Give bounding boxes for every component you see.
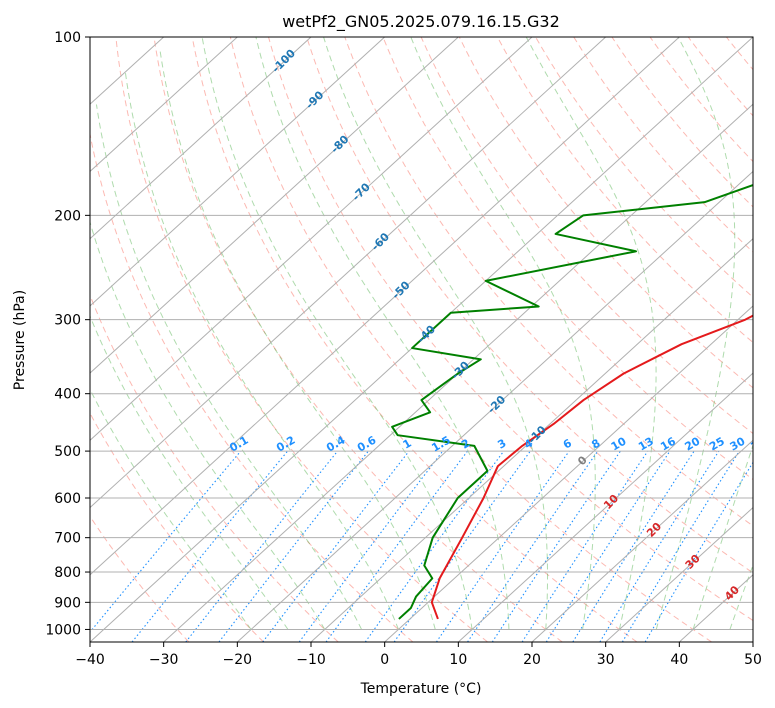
isotherm-line — [90, 37, 680, 576]
mixing-ratio-line — [185, 450, 338, 642]
moist-adiabat-line — [410, 37, 596, 630]
moist-adiabat-line — [323, 37, 549, 630]
isotherms — [90, 37, 753, 642]
x-tick-label: 40 — [670, 652, 688, 668]
temperature-profile-line — [430, 314, 753, 620]
x-tick-label: −30 — [149, 652, 179, 668]
moist-adiabat-line — [525, 37, 657, 630]
pressure-gridlines — [90, 37, 753, 630]
chart-title: wetPf2_GN05.2025.079.16.15.G32 — [282, 12, 560, 32]
y-axis-title: Pressure (hPa) — [12, 290, 28, 390]
y-tick-label: 200 — [54, 208, 81, 224]
mixing-ratio-line — [298, 450, 444, 642]
moist-adiabat-line — [692, 443, 753, 630]
x-axis-title: Temperature (°C) — [360, 681, 482, 697]
y-tick-label: 900 — [54, 595, 81, 611]
moist-adiabat-line — [124, 72, 399, 630]
dry-adiabat-line — [90, 412, 264, 642]
mixing-ratio-line — [90, 450, 242, 633]
isotherm-line — [236, 170, 753, 642]
mixing-ratio-line — [545, 450, 671, 642]
dry-adiabat-line — [153, 37, 563, 642]
profile-lines — [391, 184, 753, 620]
dry-adiabat-line — [268, 37, 753, 622]
mixing-ratio-line — [435, 450, 570, 642]
dry-adiabat-line — [496, 37, 753, 344]
y-axis: 100 200 300 400 500 600 700 800 900 1000 — [45, 30, 90, 638]
y-tick-label: 700 — [54, 531, 81, 547]
x-tick-label: −10 — [296, 652, 326, 668]
isotherm-line — [90, 37, 386, 307]
isotherm-line — [163, 103, 753, 642]
dry-adiabat-line — [115, 37, 488, 642]
x-tick-label: 30 — [597, 652, 615, 668]
x-tick-label: −20 — [223, 652, 253, 668]
isotherm-line — [310, 237, 753, 642]
moist-adiabat-line — [655, 37, 736, 630]
moist-adiabat-line — [95, 104, 363, 630]
isotherm-line — [531, 439, 753, 642]
isotherm-line — [90, 37, 238, 173]
mixing-ratio-line — [467, 450, 599, 642]
moist-adiabat-line — [729, 563, 753, 630]
mixing-ratio-line — [572, 450, 695, 642]
x-axis: −40 −30 −20 −10 0 10 20 30 40 50 — [75, 642, 762, 668]
isotherm-line — [384, 305, 753, 642]
moist-adiabat-line — [159, 49, 436, 630]
moist-adiabat-line — [90, 220, 326, 630]
x-tick-label: 0 — [380, 652, 389, 668]
mixing-ratio-line — [325, 450, 468, 642]
x-tick-label: 10 — [449, 652, 467, 668]
isotherm-line — [90, 37, 312, 240]
mixing-ratio-line — [262, 450, 410, 642]
x-tick-label: −40 — [75, 652, 105, 668]
isotherm-line — [90, 37, 459, 374]
isotherm-line — [605, 506, 753, 642]
y-tick-label: 1000 — [45, 622, 81, 638]
x-tick-label: 50 — [744, 652, 762, 668]
isotherm-line — [90, 37, 533, 442]
dewpoint-profile-line — [391, 184, 753, 620]
isotherm-line — [90, 37, 607, 509]
mixing-ratio-line — [131, 450, 289, 642]
plot-frame — [89, 36, 754, 643]
dry-adiabat-line — [306, 37, 753, 574]
mixing-ratio-label: 36 — [748, 434, 768, 453]
moist-adiabat-line — [255, 37, 510, 630]
dry-adiabat-line — [90, 131, 414, 642]
dry-adiabat-line — [191, 37, 638, 642]
mixing-ratio-line — [364, 450, 505, 642]
mixing-ratio-line — [521, 450, 649, 642]
dry-adiabat-line — [535, 37, 753, 298]
y-tick-label: 500 — [54, 444, 81, 460]
moist-adiabat-line — [90, 388, 252, 630]
isotherm-line — [457, 372, 753, 642]
mixing-ratio-line — [491, 450, 621, 642]
y-tick-label: 800 — [54, 565, 81, 581]
y-tick-label: 600 — [54, 491, 81, 507]
y-tick-label: 400 — [54, 387, 81, 403]
x-tick-label: 20 — [523, 652, 541, 668]
y-tick-label: 100 — [54, 30, 81, 46]
dry-adiabat-line — [90, 515, 190, 642]
y-tick-label: 300 — [54, 313, 81, 329]
mixing-ratio-line — [621, 450, 740, 642]
